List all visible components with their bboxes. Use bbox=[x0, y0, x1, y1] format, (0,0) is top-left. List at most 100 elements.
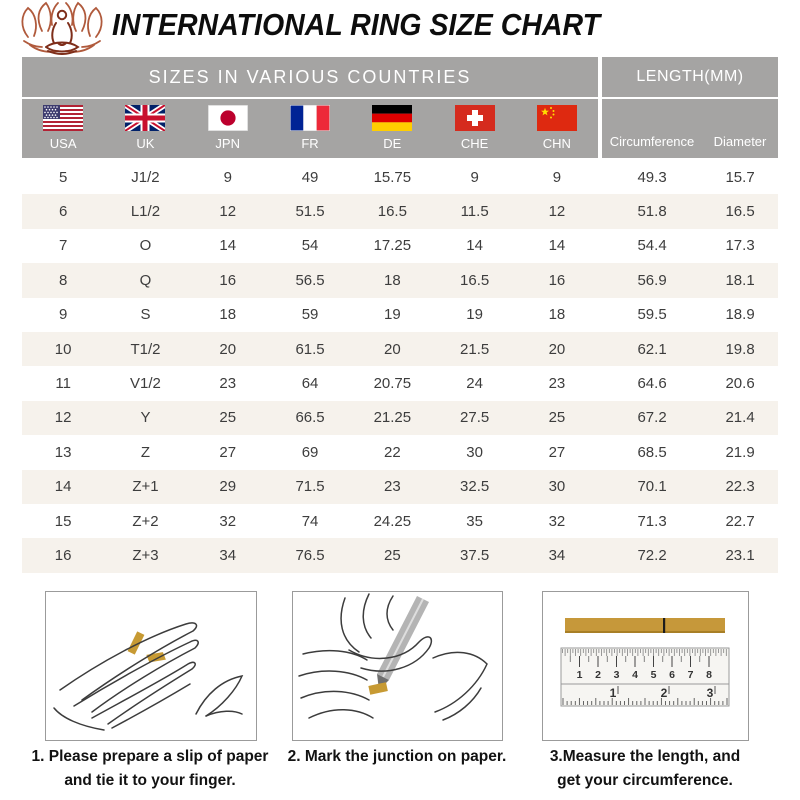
table-row: 9 S 18 59 19 19 18 59.5 18.9 bbox=[22, 298, 778, 332]
step1-caption: 1. Please prepare a slip of paper and ti… bbox=[18, 745, 282, 793]
table-cell: 12 bbox=[54, 409, 72, 427]
table-cell: 70.1 bbox=[637, 478, 667, 496]
table-cell: 12 bbox=[548, 203, 566, 221]
table-cell: 5 bbox=[58, 168, 68, 186]
table-cell: 54 bbox=[301, 237, 319, 255]
length-group-header: LENGTH(MM) bbox=[602, 57, 778, 97]
column-label-che: CHE bbox=[460, 136, 489, 151]
table-cell: 11 bbox=[55, 375, 71, 393]
table-cell: 22.7 bbox=[725, 512, 755, 530]
table-cell: 71.3 bbox=[637, 512, 667, 530]
table-row: 11 V1/2 23 64 20.75 24 23 64.6 20.6 bbox=[22, 366, 778, 400]
table-cell: 35 bbox=[466, 512, 483, 530]
table-cell: V1/2 bbox=[130, 375, 161, 393]
step3-caption-line2: get your circumference. bbox=[557, 772, 733, 790]
table-cell: 21.4 bbox=[725, 409, 755, 427]
svg-text:2: 2 bbox=[661, 686, 668, 700]
table-cell: 6 bbox=[58, 203, 68, 221]
lotus-meditation-logo-icon bbox=[21, 1, 103, 55]
table-cell: Z bbox=[140, 443, 151, 461]
table-cell: 25 bbox=[219, 409, 237, 427]
table-cell: 34 bbox=[219, 546, 237, 564]
table-row: 16 Z+3 34 76.5 25 37.5 34 72.2 23.1 bbox=[22, 538, 778, 573]
table-cell: Z+3 bbox=[132, 546, 159, 564]
table-cell: 16 bbox=[54, 546, 72, 564]
table-cell: 16.5 bbox=[460, 271, 490, 289]
svg-text:8: 8 bbox=[706, 669, 712, 681]
table-cell: 32.5 bbox=[460, 478, 490, 496]
table-cell: 14 bbox=[54, 478, 72, 496]
table-cell: 68.5 bbox=[637, 443, 667, 461]
table-row: 5 J1/2 9 49 15.75 9 9 49.3 15.7 bbox=[22, 160, 778, 194]
table-group-header-row: SIZES IN VARIOUS COUNTRIES LENGTH(MM) bbox=[22, 57, 778, 97]
table-cell: 21.5 bbox=[460, 340, 490, 358]
column-header-chn: CHN bbox=[516, 99, 598, 158]
flag-japan-icon bbox=[207, 105, 248, 131]
table-cell: 9 bbox=[223, 168, 232, 186]
table-cell: 67.2 bbox=[637, 409, 667, 427]
column-label-uk: UK bbox=[136, 136, 155, 151]
svg-text:5: 5 bbox=[651, 669, 657, 681]
flag-uk-icon bbox=[125, 105, 166, 131]
table-cell: 23 bbox=[219, 375, 237, 393]
table-row: 14 Z+1 29 71.5 23 32.5 30 70.1 22.3 bbox=[22, 469, 778, 504]
table-body: 5 J1/2 9 49 15.75 9 9 49.3 15.7 6 L1/2 12 51.5 16.5 11… bbox=[22, 160, 778, 573]
column-label-fr: FR bbox=[301, 136, 319, 151]
table-cell: 51.5 bbox=[295, 203, 325, 221]
table-cell: 18.1 bbox=[725, 271, 755, 289]
table-cell: 27 bbox=[548, 443, 566, 461]
table-cell: 15.75 bbox=[373, 168, 412, 186]
table-cell: 32 bbox=[219, 512, 237, 530]
table-cell: 49 bbox=[301, 168, 319, 186]
table-cell: 18.9 bbox=[725, 306, 755, 324]
table-cell: 64.6 bbox=[637, 375, 667, 393]
hand-with-paper-strip-illustration-icon bbox=[53, 622, 244, 731]
table-cell: 24.25 bbox=[373, 512, 412, 530]
table-row: 8 Q 16 56.5 18 16.5 16 56.9 18.1 bbox=[22, 263, 778, 298]
table-cell: 22.3 bbox=[725, 478, 755, 496]
marking-with-pen-illustration-icon bbox=[298, 593, 488, 721]
flag-usa-icon bbox=[43, 105, 84, 131]
step2-caption-line1: 2. Mark the junction on paper. bbox=[287, 748, 507, 765]
table-cell: 30 bbox=[466, 443, 483, 461]
page-title: INTERNATIONAL RING SIZE CHART bbox=[112, 7, 601, 42]
table-cell: 16.5 bbox=[377, 203, 407, 221]
table-cell: 25 bbox=[548, 409, 566, 427]
table-row: 6 L1/2 12 51.5 16.5 11.5 12 51.8 16.5 bbox=[22, 194, 778, 229]
table-cell: 20.6 bbox=[725, 375, 755, 393]
table-column-header-row: USA UK bbox=[22, 99, 778, 158]
table-cell: 22 bbox=[383, 443, 401, 461]
table-cell: 18 bbox=[219, 306, 237, 324]
table-row: 10 T1/2 20 61.5 20 21.5 20 62.1 19.8 bbox=[22, 331, 778, 367]
table-cell: 16.5 bbox=[725, 203, 755, 221]
table-cell: 13 bbox=[54, 443, 72, 461]
step1-illustration bbox=[45, 591, 257, 741]
svg-text:1: 1 bbox=[577, 669, 583, 681]
table-cell: 27.5 bbox=[460, 409, 490, 427]
table-cell: 20 bbox=[383, 340, 401, 358]
step1-caption-line2: and tie it to your finger. bbox=[64, 772, 236, 790]
table-cell: 71.5 bbox=[295, 478, 325, 496]
column-header-de: DE bbox=[351, 99, 433, 158]
table-cell: 14 bbox=[548, 237, 566, 255]
column-label-usa: USA bbox=[49, 136, 77, 151]
table-cell: 14 bbox=[466, 237, 483, 255]
table-cell: 16 bbox=[219, 271, 237, 289]
svg-text:3: 3 bbox=[614, 669, 620, 681]
table-cell: 25 bbox=[383, 546, 401, 564]
table-cell: J1/2 bbox=[131, 168, 160, 186]
step2-caption: 2. Mark the junction on paper. bbox=[280, 745, 514, 769]
column-label-chn: CHN bbox=[542, 136, 571, 151]
table-cell: 32 bbox=[548, 512, 566, 530]
table-row: 13 Z 27 69 22 30 27 68.5 21.9 bbox=[22, 435, 778, 469]
column-header-che: CHE bbox=[433, 99, 515, 158]
table-cell: 59 bbox=[301, 306, 319, 324]
table-cell: 34 bbox=[548, 546, 566, 564]
table-cell: 59.5 bbox=[637, 306, 667, 324]
table-cell: 11.5 bbox=[460, 203, 489, 221]
table-cell: 19 bbox=[383, 306, 401, 324]
table-row: 12 Y 25 66.5 21.25 27.5 25 67.2 21.4 bbox=[22, 400, 778, 436]
column-header-jpn: JPN bbox=[187, 99, 269, 158]
table-cell: 19 bbox=[466, 306, 483, 324]
